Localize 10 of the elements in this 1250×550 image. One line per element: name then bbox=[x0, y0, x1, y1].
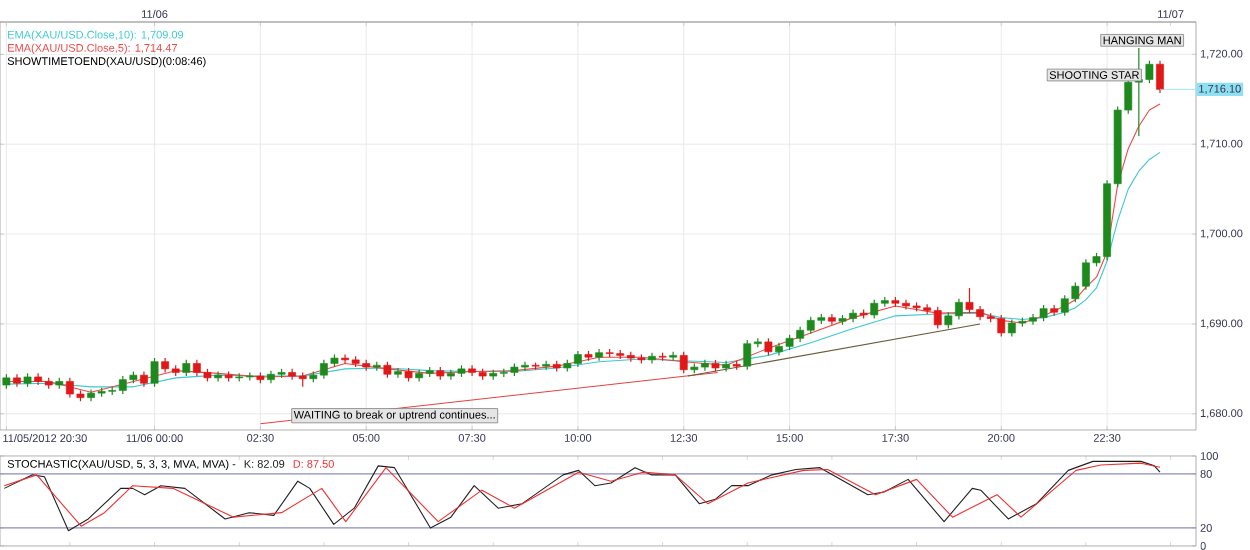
candlestick bbox=[394, 367, 402, 379]
candlestick bbox=[679, 351, 688, 374]
candlestick bbox=[542, 360, 551, 371]
candlestick bbox=[150, 357, 159, 388]
candlestick bbox=[214, 370, 222, 383]
candlestick bbox=[1156, 60, 1164, 94]
line-series bbox=[5, 103, 1161, 393]
candlestick bbox=[722, 360, 730, 373]
candlestick bbox=[669, 351, 678, 362]
candlestick bbox=[828, 313, 836, 326]
